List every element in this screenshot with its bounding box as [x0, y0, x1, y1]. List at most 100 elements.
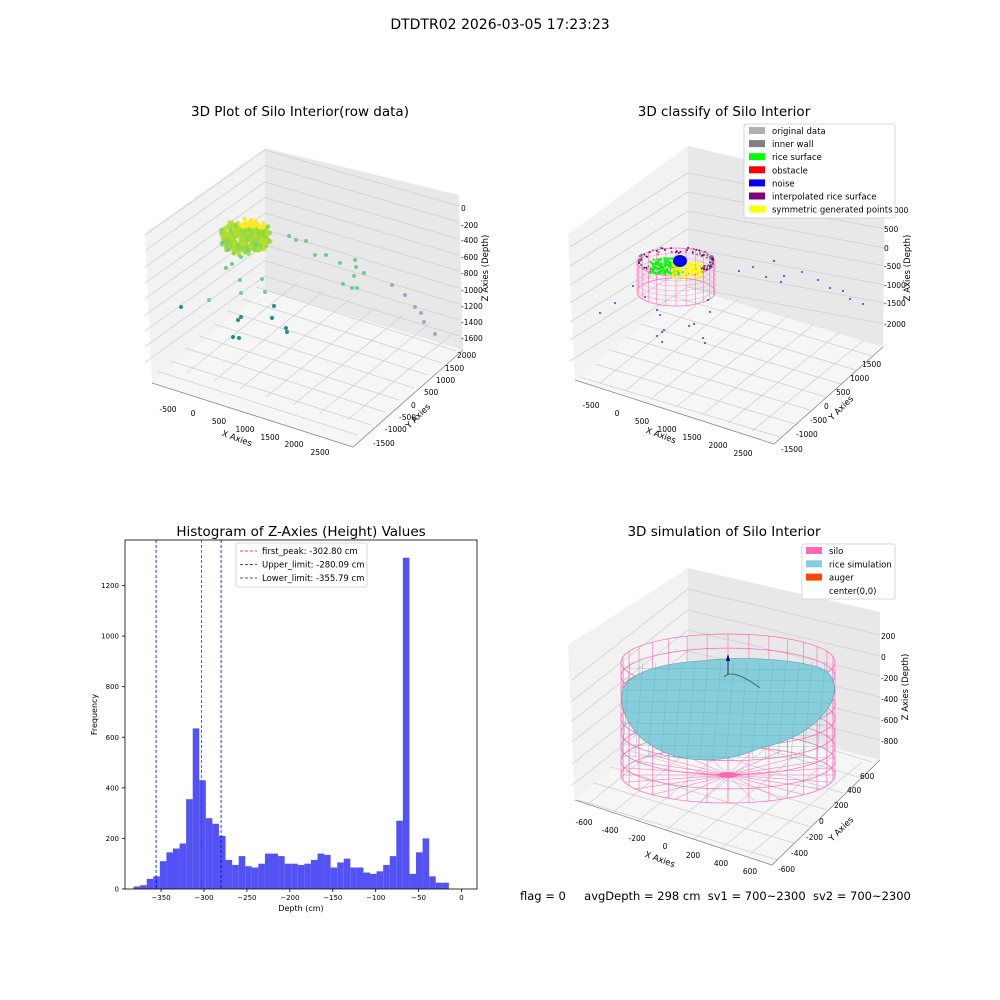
- z-gridline: [687, 588, 881, 636]
- histogram-bar: [186, 799, 193, 889]
- data-point: [679, 275, 682, 278]
- data-point: [691, 269, 694, 272]
- legend-frame: [801, 543, 896, 600]
- data-point: [648, 251, 651, 254]
- data-point: [710, 265, 713, 268]
- data-point: [270, 316, 274, 320]
- data-point: [686, 249, 688, 252]
- data-point: [677, 252, 680, 254]
- histogram-bar: [238, 856, 246, 889]
- data-point: [661, 341, 663, 343]
- x-gridline: [721, 755, 835, 849]
- z-gridline: [144, 244, 266, 332]
- z-gridline: [144, 149, 266, 236]
- z-tick-label: -2000: [884, 320, 906, 329]
- data-point: [654, 263, 657, 266]
- data-point: [261, 238, 266, 244]
- data-point: [664, 263, 667, 266]
- y-tick-label: 0: [411, 401, 416, 410]
- x-tick-label: 400: [714, 859, 729, 868]
- data-point: [706, 253, 709, 256]
- rice-mesh-line: [816, 661, 826, 759]
- x-tick-label: -600: [575, 818, 592, 827]
- legend-swatch: [749, 127, 765, 134]
- rice-mesh-line: [623, 722, 835, 726]
- status-line: flag = 0 avgDepth = 298 cm sv1 = 700~230…: [520, 889, 911, 903]
- legend-swatch: [749, 140, 765, 148]
- legend-swatch: [749, 166, 765, 174]
- data-point: [657, 271, 660, 274]
- data-point: [694, 269, 697, 272]
- data-point: [659, 314, 661, 316]
- histogram-bar: [133, 886, 141, 889]
- data-point: [640, 258, 643, 261]
- y-axis-label: Y Axies: [826, 394, 856, 424]
- data-point: [708, 265, 711, 268]
- data-point: [657, 258, 660, 261]
- data-point: [697, 274, 700, 277]
- histogram-bar: [422, 838, 430, 889]
- x-gridline: [265, 306, 377, 398]
- data-point: [663, 329, 665, 331]
- y-tick-label: 1000: [850, 374, 869, 383]
- z-gridline: [687, 247, 886, 286]
- data-point: [817, 279, 819, 281]
- y-gridline: [626, 749, 828, 811]
- x-tick-label: 500: [212, 417, 227, 426]
- z-tick-label: -600: [461, 253, 478, 262]
- data-point: [338, 261, 342, 265]
- data-point: [230, 247, 235, 252]
- data-point: [224, 238, 229, 243]
- data-point: [284, 326, 288, 330]
- data-point: [248, 221, 254, 226]
- y-tick-label: 2000: [457, 351, 476, 360]
- data-point: [246, 248, 250, 252]
- left-pane: [145, 148, 265, 383]
- data-point: [231, 251, 237, 256]
- data-point: [313, 253, 317, 257]
- data-point: [654, 260, 657, 263]
- rice-mesh-line: [686, 661, 696, 759]
- z-gridline: [264, 181, 460, 240]
- histogram-bar: [172, 848, 180, 889]
- rice-mesh-line: [634, 661, 644, 759]
- data-point: [224, 266, 228, 270]
- data-point: [693, 262, 696, 265]
- data-point: [690, 271, 693, 274]
- legend-label: silo: [829, 547, 843, 557]
- rice-mesh-line: [803, 661, 813, 759]
- data-point: [242, 216, 247, 221]
- data-point: [673, 267, 676, 270]
- data-point: [659, 264, 663, 267]
- rice-mesh-line: [623, 700, 835, 704]
- figure-suptitle: DTDTR02 2026-03-05 17:23:23: [390, 17, 610, 33]
- data-point: [695, 248, 698, 251]
- legend-label: first_peak: -302.80 cm: [262, 547, 358, 557]
- data-point: [235, 245, 241, 251]
- z-gridline: [569, 191, 689, 267]
- x-gridline: [624, 299, 738, 392]
- data-point: [244, 228, 249, 233]
- data-point: [663, 258, 667, 261]
- data-point: [668, 270, 671, 273]
- y-gridline: [577, 799, 779, 861]
- data-point: [245, 232, 251, 237]
- y-tick-label: 400: [106, 784, 119, 792]
- y-tick-label: -1000: [796, 430, 818, 439]
- data-point: [265, 230, 271, 236]
- histogram-bar: [291, 863, 298, 889]
- legend-label: rice simulation: [829, 560, 892, 570]
- z-gridline: [144, 181, 266, 268]
- data-point: [703, 264, 706, 267]
- y-tick-label: -600: [778, 865, 795, 874]
- data-point: [705, 269, 708, 271]
- y-tick-label: 0: [819, 817, 824, 826]
- data-point: [638, 262, 641, 265]
- histogram-bar: [212, 823, 219, 889]
- histogram-bar: [205, 818, 213, 889]
- data-point: [352, 274, 356, 278]
- data-point: [679, 267, 682, 270]
- y-tick-label: -1000: [385, 425, 407, 434]
- z-axis-label: Z Axies (Depth): [903, 235, 913, 302]
- data-point: [229, 237, 235, 242]
